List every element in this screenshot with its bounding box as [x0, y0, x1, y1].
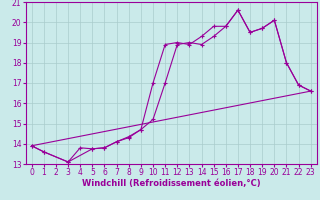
X-axis label: Windchill (Refroidissement éolien,°C): Windchill (Refroidissement éolien,°C) — [82, 179, 260, 188]
